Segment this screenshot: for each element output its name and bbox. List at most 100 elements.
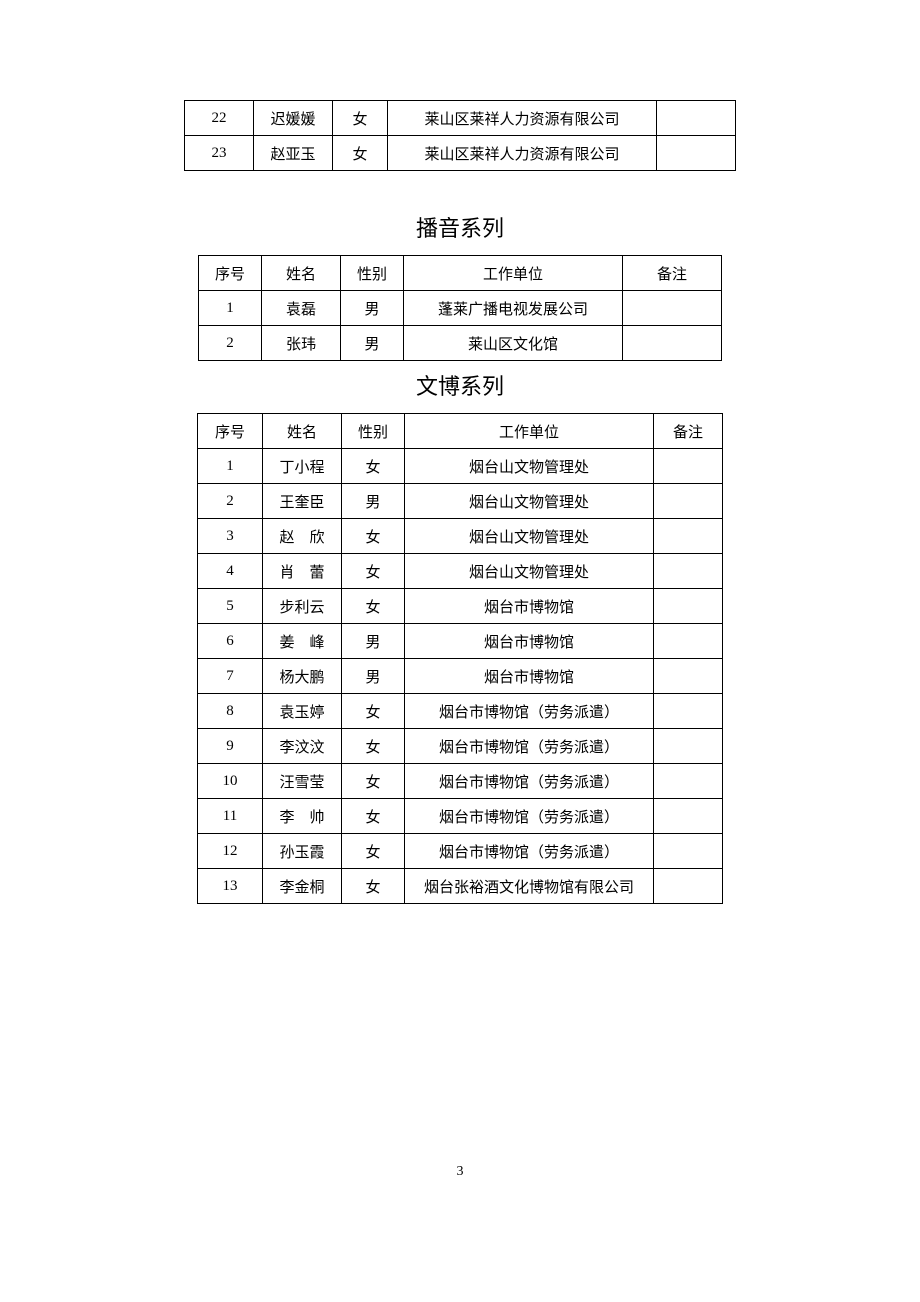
cell-name: 王奎臣 xyxy=(263,484,342,519)
cell-unit: 烟台山文物管理处 xyxy=(405,484,654,519)
cell-gender: 男 xyxy=(342,659,405,694)
table-row: 22迟媛媛女莱山区莱祥人力资源有限公司 xyxy=(185,101,736,136)
cell-note xyxy=(654,449,723,484)
cell-unit: 烟台市博物馆（劳务派遣） xyxy=(405,764,654,799)
col-note: 备注 xyxy=(623,256,722,291)
cell-name: 李汶汶 xyxy=(263,729,342,764)
cell-unit: 烟台市博物馆（劳务派遣） xyxy=(405,799,654,834)
top-fragment-table: 22迟媛媛女莱山区莱祥人力资源有限公司23赵亚玉女莱山区莱祥人力资源有限公司 xyxy=(184,100,736,171)
section-title-museum: 文博系列 xyxy=(120,369,800,401)
cell-index: 11 xyxy=(198,799,263,834)
table-row: 1丁小程女烟台山文物管理处 xyxy=(198,449,723,484)
cell-index: 7 xyxy=(198,659,263,694)
cell-index: 5 xyxy=(198,589,263,624)
cell-note xyxy=(657,136,736,171)
cell-gender: 男 xyxy=(342,624,405,659)
cell-note xyxy=(654,764,723,799)
cell-gender: 女 xyxy=(342,694,405,729)
cell-name: 张玮 xyxy=(262,326,341,361)
col-unit: 工作单位 xyxy=(405,414,654,449)
cell-index: 10 xyxy=(198,764,263,799)
cell-unit: 烟台山文物管理处 xyxy=(405,449,654,484)
table-row: 10汪雪莹女烟台市博物馆（劳务派遣） xyxy=(198,764,723,799)
cell-name: 姜 峰 xyxy=(263,624,342,659)
museum-table: 序号 姓名 性别 工作单位 备注 1丁小程女烟台山文物管理处2王奎臣男烟台山文物… xyxy=(197,413,723,904)
col-note: 备注 xyxy=(654,414,723,449)
table-row: 8袁玉婷女烟台市博物馆（劳务派遣） xyxy=(198,694,723,729)
cell-unit: 烟台市博物馆（劳务派遣） xyxy=(405,834,654,869)
cell-note xyxy=(654,659,723,694)
cell-unit: 蓬莱广播电视发展公司 xyxy=(404,291,623,326)
table-row: 3赵 欣女烟台山文物管理处 xyxy=(198,519,723,554)
page-number: 3 xyxy=(120,1164,800,1180)
cell-gender: 男 xyxy=(342,484,405,519)
cell-name: 赵 欣 xyxy=(263,519,342,554)
cell-index: 8 xyxy=(198,694,263,729)
cell-note xyxy=(654,624,723,659)
cell-name: 丁小程 xyxy=(263,449,342,484)
cell-gender: 女 xyxy=(342,729,405,764)
section-title-broadcasting: 播音系列 xyxy=(120,211,800,243)
cell-note xyxy=(654,729,723,764)
cell-note xyxy=(657,101,736,136)
cell-unit: 烟台市博物馆 xyxy=(405,624,654,659)
cell-gender: 女 xyxy=(342,869,405,904)
col-unit: 工作单位 xyxy=(404,256,623,291)
cell-unit: 烟台山文物管理处 xyxy=(405,554,654,589)
cell-index: 9 xyxy=(198,729,263,764)
cell-note xyxy=(654,554,723,589)
cell-note xyxy=(654,484,723,519)
cell-gender: 男 xyxy=(341,291,404,326)
cell-unit: 烟台市博物馆（劳务派遣） xyxy=(405,729,654,764)
cell-gender: 女 xyxy=(333,136,388,171)
document-page: 22迟媛媛女莱山区莱祥人力资源有限公司23赵亚玉女莱山区莱祥人力资源有限公司 播… xyxy=(0,0,920,1240)
col-index: 序号 xyxy=(198,414,263,449)
table-row: 11李 帅女烟台市博物馆（劳务派遣） xyxy=(198,799,723,834)
cell-gender: 女 xyxy=(333,101,388,136)
cell-index: 1 xyxy=(198,449,263,484)
cell-name: 迟媛媛 xyxy=(254,101,333,136)
table-header-row: 序号 姓名 性别 工作单位 备注 xyxy=(198,414,723,449)
cell-name: 袁磊 xyxy=(262,291,341,326)
table-row: 5步利云女烟台市博物馆 xyxy=(198,589,723,624)
cell-index: 6 xyxy=(198,624,263,659)
cell-index: 13 xyxy=(198,869,263,904)
table-row: 13李金桐女烟台张裕酒文化博物馆有限公司 xyxy=(198,869,723,904)
cell-index: 1 xyxy=(199,291,262,326)
cell-index: 23 xyxy=(185,136,254,171)
table-row: 12孙玉霞女烟台市博物馆（劳务派遣） xyxy=(198,834,723,869)
cell-name: 肖 蕾 xyxy=(263,554,342,589)
cell-gender: 女 xyxy=(342,519,405,554)
cell-note xyxy=(654,834,723,869)
cell-index: 4 xyxy=(198,554,263,589)
col-index: 序号 xyxy=(199,256,262,291)
cell-unit: 烟台张裕酒文化博物馆有限公司 xyxy=(405,869,654,904)
cell-unit: 烟台市博物馆（劳务派遣） xyxy=(405,694,654,729)
cell-note xyxy=(654,589,723,624)
cell-gender: 女 xyxy=(342,589,405,624)
cell-index: 2 xyxy=(198,484,263,519)
cell-index: 3 xyxy=(198,519,263,554)
cell-name: 赵亚玉 xyxy=(254,136,333,171)
table-row: 6姜 峰男烟台市博物馆 xyxy=(198,624,723,659)
cell-index: 12 xyxy=(198,834,263,869)
cell-gender: 女 xyxy=(342,834,405,869)
cell-note xyxy=(623,326,722,361)
cell-name: 李金桐 xyxy=(263,869,342,904)
col-name: 姓名 xyxy=(263,414,342,449)
cell-unit: 烟台山文物管理处 xyxy=(405,519,654,554)
cell-note xyxy=(654,694,723,729)
broadcasting-table: 序号 姓名 性别 工作单位 备注 1袁磊男蓬莱广播电视发展公司2张玮男莱山区文化… xyxy=(198,255,722,361)
cell-note xyxy=(654,869,723,904)
cell-gender: 女 xyxy=(342,554,405,589)
cell-gender: 男 xyxy=(341,326,404,361)
cell-name: 袁玉婷 xyxy=(263,694,342,729)
table-row: 7杨大鹏男烟台市博物馆 xyxy=(198,659,723,694)
cell-name: 步利云 xyxy=(263,589,342,624)
cell-gender: 女 xyxy=(342,449,405,484)
cell-unit: 烟台市博物馆 xyxy=(405,589,654,624)
col-gender: 性别 xyxy=(342,414,405,449)
cell-unit: 莱山区莱祥人力资源有限公司 xyxy=(388,136,657,171)
cell-unit: 莱山区莱祥人力资源有限公司 xyxy=(388,101,657,136)
table-row: 2王奎臣男烟台山文物管理处 xyxy=(198,484,723,519)
